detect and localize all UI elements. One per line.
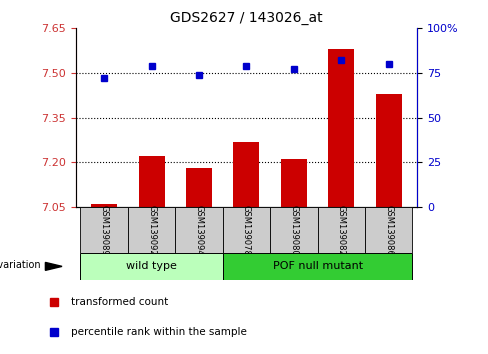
Polygon shape [45, 262, 62, 270]
Bar [186, 169, 212, 207]
Bar [81, 253, 223, 280]
Bar [281, 159, 307, 207]
Title: GDS2627 / 143026_at: GDS2627 / 143026_at [170, 11, 323, 24]
Text: transformed count: transformed count [71, 297, 168, 307]
Text: GSM139082: GSM139082 [337, 205, 346, 256]
Bar [328, 49, 354, 207]
Bar [365, 207, 412, 253]
Text: GSM139078: GSM139078 [242, 205, 251, 256]
Bar [81, 207, 128, 253]
Text: percentile rank within the sample: percentile rank within the sample [71, 327, 246, 337]
Bar [223, 253, 412, 280]
Bar [233, 142, 260, 207]
Bar [175, 207, 223, 253]
Text: GSM139092: GSM139092 [147, 205, 156, 256]
Text: GSM139080: GSM139080 [289, 205, 298, 256]
Bar [91, 204, 117, 207]
Bar [318, 207, 365, 253]
Text: GSM139089: GSM139089 [100, 205, 109, 256]
Text: genotype/variation: genotype/variation [0, 260, 41, 270]
Text: GSM139094: GSM139094 [195, 205, 203, 256]
Bar [128, 207, 175, 253]
Text: wild type: wild type [126, 261, 177, 272]
Text: POF null mutant: POF null mutant [272, 261, 363, 272]
Text: GSM139086: GSM139086 [384, 205, 393, 256]
Bar [139, 156, 164, 207]
Bar [223, 207, 270, 253]
Bar [270, 207, 318, 253]
Bar [376, 94, 402, 207]
